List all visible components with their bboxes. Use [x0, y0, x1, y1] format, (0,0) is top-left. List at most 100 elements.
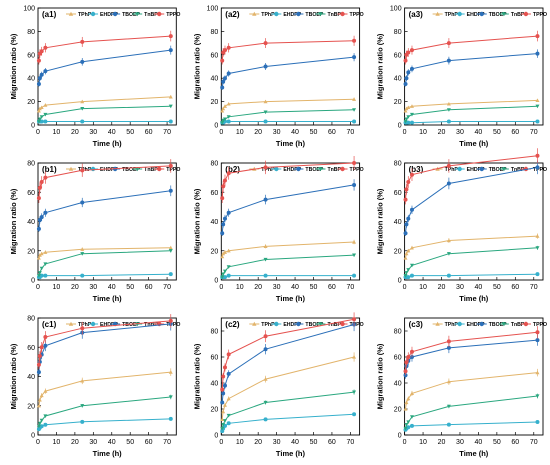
legend-marker: [157, 11, 162, 17]
panel-label: (c2): [225, 320, 240, 329]
y-tick-label: 80: [27, 161, 35, 168]
legend-label-tphp: TPhP: [261, 167, 275, 173]
data-point-tboep: [226, 371, 231, 376]
data-point-tboep: [43, 69, 48, 74]
y-tick-label: 80: [211, 329, 219, 336]
data-point-ehdpp: [80, 119, 85, 124]
data-point-tboep: [226, 210, 231, 215]
y-tick-label: 20: [27, 248, 35, 255]
series-line-tnbp: [38, 105, 171, 122]
data-point-tphp: [406, 248, 411, 253]
data-point-tppo: [446, 339, 451, 344]
series-line-ehdpp: [222, 121, 355, 124]
data-point-tppo: [220, 387, 225, 392]
data-point-tphp: [37, 106, 42, 111]
data-point-tphp: [535, 234, 540, 238]
y-tick-label: 20: [211, 99, 219, 106]
legend-marker: [501, 167, 507, 172]
data-point-tnbp: [226, 413, 231, 418]
data-point-tppo: [39, 345, 44, 350]
data-point-tphp: [263, 244, 268, 248]
series-line-tboep: [405, 53, 538, 85]
y-tick-label: 20: [394, 99, 402, 106]
legend-marker: [134, 167, 140, 172]
data-point-tboep: [39, 215, 44, 220]
data-point-tboep: [446, 181, 451, 186]
x-tick-label: 40: [108, 439, 116, 446]
legend-label-tppo: TPPO: [533, 12, 547, 18]
data-point-ehdpp: [535, 272, 540, 277]
series-line-tboep: [38, 190, 171, 229]
y-tick-label: 0: [31, 278, 35, 285]
data-point-tboep: [263, 347, 268, 352]
data-point-tppo: [168, 318, 173, 323]
x-tick-label: 0: [36, 439, 40, 446]
y-tick-label: 40: [211, 381, 219, 388]
panel-b2: 0 10 20 30 40 50 60 70 0 20 40 60 80 Time (h) Migratio…: [192, 155, 364, 303]
x-axis-label: Time (h): [93, 449, 123, 458]
x-tick-label: 0: [219, 439, 223, 446]
legend-label-tboep: TBOEP: [122, 12, 140, 18]
data-point-tboep: [352, 182, 357, 187]
data-point-tppo: [36, 58, 41, 63]
legend-marker: [274, 166, 279, 172]
legend-label-ehdpp: EHDPP: [100, 322, 118, 328]
data-point-tphp: [222, 104, 227, 108]
data-point-tboep: [535, 338, 540, 343]
legend-marker: [457, 166, 462, 172]
legend-label-tppo: TPPO: [350, 12, 364, 18]
series-line-tnbp: [221, 391, 355, 429]
data-point-tboep: [36, 370, 41, 375]
panel-label: (b2): [225, 165, 240, 174]
x-tick-label: 70: [530, 129, 538, 136]
legend-label-tboep: TBOEP: [489, 12, 507, 18]
series-line-tboep: [405, 339, 538, 376]
y-tick-label: 0: [31, 123, 35, 130]
panel-b1: 0 10 20 30 40 50 60 70 0 20 40 60 80 Time (h) Migratio…: [9, 159, 180, 303]
x-tick-label: 30: [456, 284, 464, 291]
data-point-tppo: [43, 175, 48, 180]
data-point-tboep: [220, 400, 225, 405]
legend-marker: [435, 11, 440, 16]
y-axis-label: Migration ratio (%): [9, 188, 18, 254]
x-tick-label: 70: [346, 439, 354, 446]
x-tick-label: 50: [310, 284, 318, 291]
data-point-tppo: [168, 34, 173, 39]
data-point-tphp: [36, 256, 41, 260]
legend-marker: [68, 166, 74, 171]
data-point-tboep: [80, 200, 85, 205]
data-point-ehdpp: [406, 425, 411, 430]
x-tick-label: 30: [456, 439, 464, 446]
plot-frame: [220, 7, 361, 126]
data-point-tnbp: [43, 414, 48, 418]
legend-label-tnbp: TnBP: [327, 167, 341, 173]
x-tick-label: 10: [236, 284, 244, 291]
data-point-tnbp: [409, 263, 414, 268]
data-point-tboep: [403, 82, 408, 87]
data-point-ehdpp: [409, 423, 414, 428]
legend-marker: [318, 167, 323, 172]
data-point-ehdpp: [168, 416, 173, 421]
x-axis-label: Time (h): [459, 449, 489, 458]
data-point-tphp: [80, 247, 85, 251]
x-tick-label: 30: [273, 439, 281, 446]
y-tick-label: 40: [211, 76, 219, 83]
y-axis-label: Migration ratio (%): [376, 188, 385, 254]
x-tick-label: 0: [403, 284, 407, 291]
series-line-tboep: [38, 323, 171, 373]
x-tick-label: 40: [291, 439, 299, 446]
data-point-tnbp: [535, 394, 540, 398]
data-point-tppo: [263, 41, 268, 46]
data-point-tphp: [43, 250, 48, 254]
data-point-ehdpp: [535, 420, 540, 424]
legend-marker: [479, 166, 484, 172]
x-tick-label: 20: [254, 129, 262, 136]
legend-label-tphp: TPhP: [78, 12, 92, 18]
data-point-ehdpp: [352, 119, 357, 124]
y-tick-label: 60: [211, 52, 219, 59]
series-line-tnbp: [38, 396, 171, 427]
y-tick-label: 60: [27, 52, 35, 59]
data-point-tppo: [406, 180, 411, 185]
data-point-tppo: [39, 180, 44, 185]
legend-label-ehdpp: EHDPP: [467, 322, 485, 328]
